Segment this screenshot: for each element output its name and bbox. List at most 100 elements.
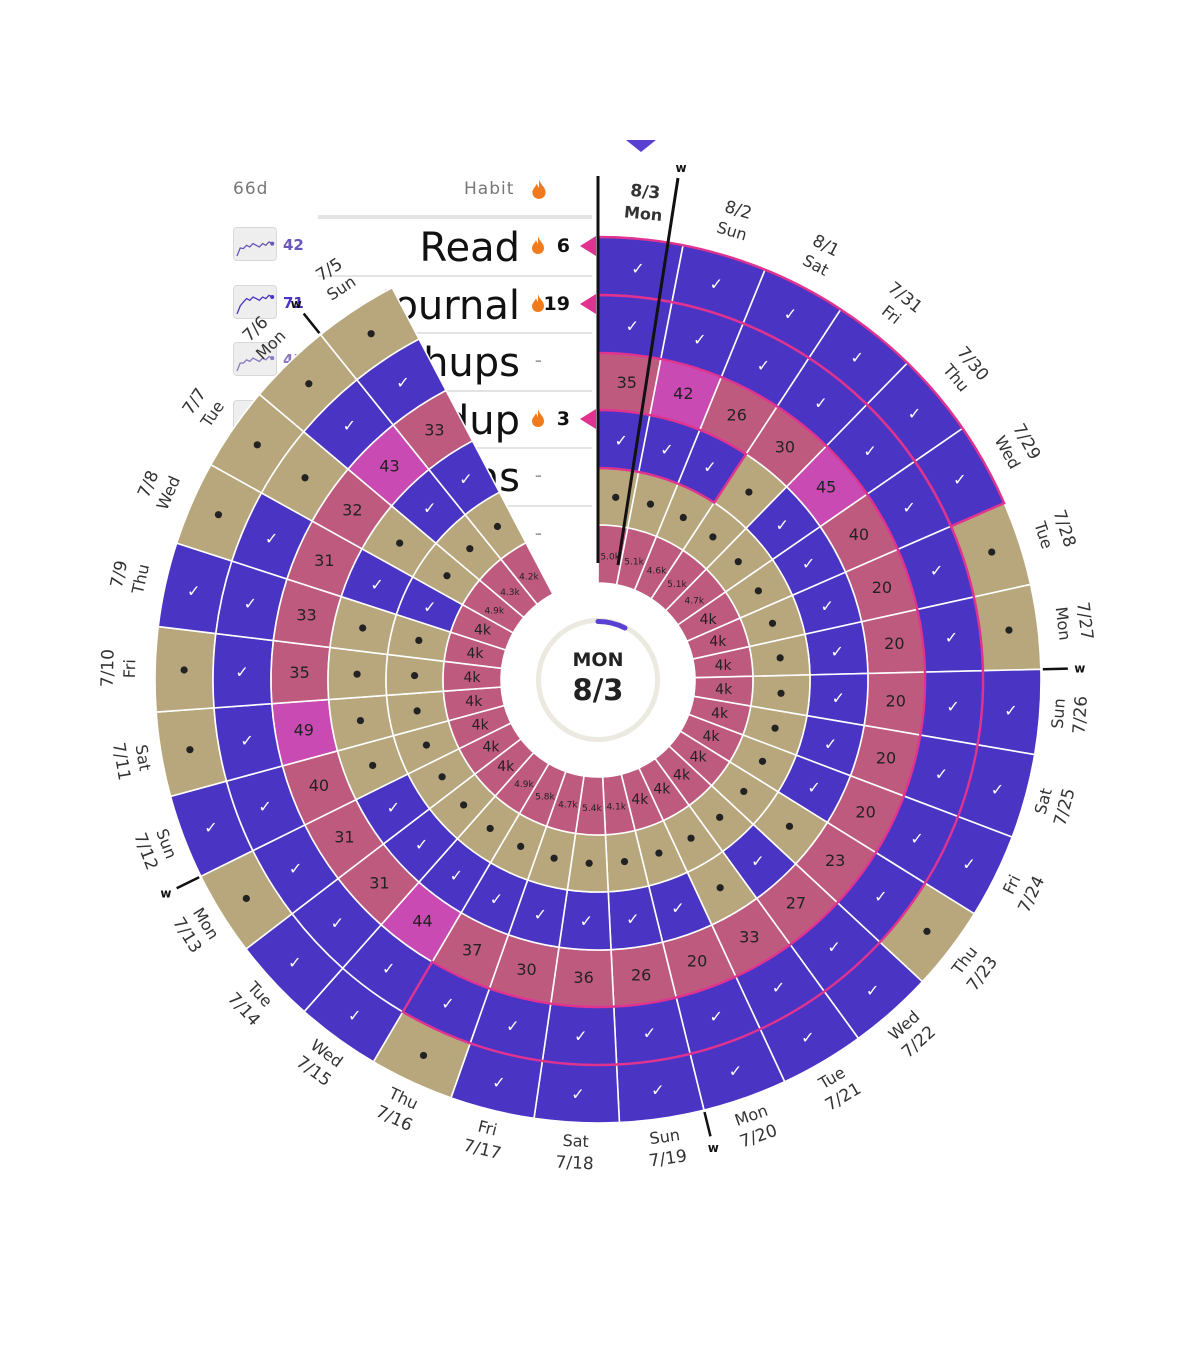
cell-value: 5.8k	[535, 792, 555, 802]
check-icon: ✓	[370, 575, 383, 594]
habit-row[interactable]: Read 6	[318, 217, 596, 272]
cell-value: 30	[775, 437, 795, 456]
check-icon: ✓	[580, 912, 593, 931]
check-icon: ✓	[831, 642, 844, 661]
skip-dot-icon	[369, 761, 377, 770]
check-icon: ✓	[671, 898, 684, 917]
cell-value: 4k	[653, 782, 671, 798]
cell-value: 4k	[700, 612, 718, 628]
skip-dot-icon	[585, 859, 593, 867]
skip-dot-icon	[438, 773, 446, 781]
trend-value: 71	[283, 293, 304, 312]
skip-dot-icon	[679, 513, 687, 522]
cell-value: 35	[617, 373, 637, 392]
check-icon: ✓	[945, 628, 958, 647]
cell-value: 20	[884, 634, 904, 653]
check-icon: ✓	[387, 798, 400, 817]
check-icon: ✓	[651, 1081, 664, 1100]
check-icon: ✓	[574, 1027, 587, 1046]
day-weekday: Sat	[132, 743, 155, 772]
check-icon: ✓	[757, 356, 770, 375]
day-weekday: Sun	[648, 1125, 681, 1148]
cell-value: 20	[855, 802, 875, 821]
check-icon: ✓	[784, 304, 797, 323]
skip-dot-icon	[734, 558, 742, 566]
trend-sparkline[interactable]	[233, 227, 277, 261]
cell-value: 45	[816, 478, 836, 497]
check-icon: ✓	[615, 431, 628, 450]
streak-count: 3	[556, 407, 570, 430]
cell-value: 4.7k	[558, 800, 578, 810]
cell-value: 32	[342, 500, 362, 519]
skip-dot-icon	[646, 500, 655, 508]
day-date: 7/10	[98, 649, 119, 688]
check-icon: ✓	[258, 797, 271, 816]
day-weekday: Sun	[1048, 698, 1069, 730]
check-icon: ✓	[235, 662, 248, 681]
day-cell[interactable]	[499, 541, 555, 606]
check-icon: ✓	[802, 554, 815, 573]
cell-value: 33	[424, 420, 444, 439]
check-icon: ✓	[643, 1023, 656, 1042]
check-icon: ✓	[729, 1062, 742, 1081]
streak-pointer-icon	[580, 236, 596, 256]
skip-dot-icon	[493, 522, 502, 531]
check-icon: ✓	[814, 393, 827, 412]
cell-value: 4.2k	[519, 573, 539, 583]
check-icon: ✓	[660, 440, 673, 459]
cell-value: 31	[369, 873, 389, 892]
today-pointer-icon	[626, 140, 656, 152]
check-icon: ✓	[991, 780, 1004, 799]
week-marker: w	[291, 297, 302, 311]
trend-sparkline[interactable]	[233, 284, 277, 319]
check-icon: ✓	[935, 765, 948, 784]
week-marker: w	[160, 887, 171, 901]
check-icon: ✓	[382, 959, 395, 978]
center-weekday: MON	[572, 649, 624, 671]
day-weekday: Sat	[562, 1131, 589, 1151]
day-weekday: Mon	[623, 202, 663, 225]
week-boundary-line	[616, 177, 680, 566]
center-date-badge[interactable]: MON 8/3	[536, 618, 660, 742]
skip-dot-icon	[768, 619, 777, 627]
check-icon: ✓	[1004, 701, 1017, 720]
skip-dot-icon	[180, 666, 188, 674]
check-icon: ✓	[801, 1028, 814, 1047]
day-date: 7/27	[1072, 601, 1096, 641]
week-marker: w	[675, 161, 686, 175]
cell-value: 5.4k	[582, 804, 602, 814]
check-icon: ✓	[710, 274, 723, 293]
cell-value: 20	[886, 692, 906, 711]
check-icon: ✓	[874, 887, 887, 906]
check-icon: ✓	[821, 597, 834, 616]
day-progress-ring	[595, 618, 628, 631]
skip-dot-icon	[777, 689, 785, 697]
day-date: 7/11	[108, 741, 134, 782]
check-icon: ✓	[631, 259, 644, 278]
cell-value: 23	[825, 851, 845, 870]
cell-value: 4k	[715, 682, 733, 698]
trend-sparkline[interactable]	[233, 342, 277, 376]
skip-dot-icon	[353, 670, 361, 678]
check-icon: ✓	[506, 1017, 519, 1036]
check-icon: ✓	[450, 866, 463, 885]
streak-pointer-icon	[580, 408, 596, 429]
cell-value: 37	[462, 941, 482, 960]
streak-count: 19	[543, 292, 570, 315]
check-icon: ✓	[331, 913, 344, 932]
streak-outline	[401, 293, 985, 1067]
